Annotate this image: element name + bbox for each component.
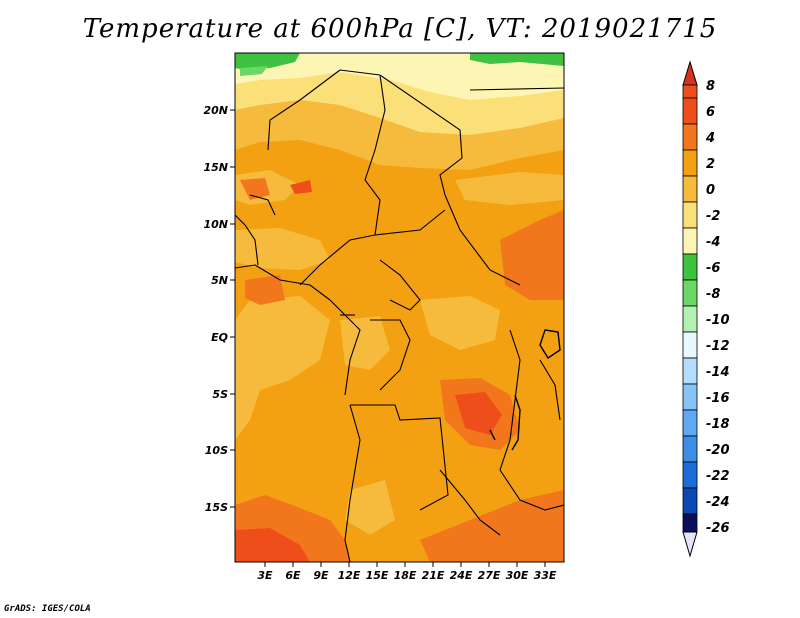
- lakes: [489, 329, 561, 451]
- colorbar-label: 0: [706, 183, 715, 198]
- colorbar-label: -8: [706, 287, 720, 302]
- colorbar-label: -26: [706, 521, 730, 536]
- field-band-neg8-to-neg6: [240, 66, 268, 76]
- colorbar-label: -16: [706, 391, 730, 406]
- field-blotch-0-to-2-d: [420, 296, 500, 350]
- field-band-4-to-6-west: [240, 178, 270, 200]
- lat-label: 10S: [205, 444, 228, 457]
- lon-label: 27E: [478, 569, 501, 582]
- colorbar-swatch: [682, 357, 698, 385]
- field-band-6-to-8-sw: [235, 528, 310, 562]
- field-band-4-to-6-ne: [500, 210, 564, 300]
- lon-label: 33E: [534, 569, 557, 582]
- colorbar-label: 6: [706, 105, 715, 120]
- colorbar-label: -18: [706, 417, 730, 432]
- colorbar: 8 6 4 2 0 -2 -4 -6 -8 -10 -12 -14 -16 -1…: [682, 60, 730, 558]
- colorbar-swatch: [682, 305, 698, 333]
- colorbar-swatch: [682, 461, 698, 489]
- colorbar-swatch: [682, 331, 698, 359]
- country-boundaries: [235, 69, 564, 562]
- colorbar-swatch: [682, 409, 698, 437]
- colorbar-swatch: [682, 253, 698, 281]
- field-band-6-to-8-east: [455, 392, 502, 435]
- colorbar-label: -4: [706, 235, 720, 250]
- lat-label: 20N: [203, 104, 228, 117]
- temperature-field: [235, 53, 564, 562]
- colorbar-swatch: [682, 487, 698, 515]
- colorbar-swatch: [682, 201, 698, 229]
- colorbar-swatch: [682, 175, 698, 203]
- lat-axis: 20N 15N 10N 5N EQ 5S 10S 15S: [203, 104, 235, 514]
- lon-label: 12E: [338, 569, 361, 582]
- colorbar-swatch: [682, 123, 698, 151]
- colorbar-label: -22: [706, 469, 730, 484]
- colorbar-label: 4: [705, 131, 715, 146]
- colorbar-label: 8: [706, 79, 715, 94]
- field-blotch-0-to-2-c: [340, 316, 390, 370]
- colorbar-swatch: [682, 279, 698, 307]
- field-blotch-0-to-2-g: [345, 480, 395, 535]
- colorbar-swatch: [682, 84, 698, 99]
- lon-axis: 3E 6E 9E 12E 15E 18E 21E 24E 27E 30E 33E: [257, 562, 557, 582]
- field-band-6-to-8-west: [290, 180, 312, 194]
- colorbar-label: -6: [706, 261, 720, 276]
- lat-label: 5S: [212, 388, 228, 401]
- field-band-neg4-to-neg2: [235, 53, 564, 100]
- lon-label: 3E: [257, 569, 273, 582]
- field-band-4-to-6-gulf: [245, 275, 285, 305]
- lon-label: 18E: [394, 569, 417, 582]
- field-band-neg6-to-neg4-west: [235, 53, 300, 70]
- colorbar-bottom-arrow: [682, 531, 698, 558]
- colorbar-swatch: [682, 383, 698, 411]
- lat-label: 15N: [203, 161, 228, 174]
- colorbar-label: -14: [706, 365, 730, 380]
- map-frame: [234, 52, 565, 563]
- lon-label: 21E: [422, 569, 445, 582]
- chart-title: Temperature at 600hPa [C], VT: 201902171…: [82, 14, 718, 44]
- lon-label: 15E: [366, 569, 389, 582]
- colorbar-swatch: [682, 227, 698, 255]
- lat-label: 15S: [205, 501, 228, 514]
- colorbar-swatch: [682, 435, 698, 463]
- lon-label: 24E: [450, 569, 473, 582]
- field-band-4-to-6-se: [420, 490, 564, 562]
- lon-label: 9E: [313, 569, 329, 582]
- colorbar-top-arrow: [682, 60, 698, 86]
- field-blotch-0-to-2-e: [455, 172, 564, 205]
- colorbar-label: 2: [706, 157, 715, 172]
- lon-label: 6E: [285, 569, 301, 582]
- field-band-neg6-to-neg4-east: [470, 53, 564, 66]
- lon-label: 30E: [506, 569, 529, 582]
- colorbar-swatch: [682, 513, 698, 533]
- colorbar-swatch: [682, 97, 698, 125]
- colorbar-label: -20: [706, 443, 730, 458]
- colorbar-label: -12: [706, 339, 730, 354]
- lat-label: 5N: [211, 274, 228, 287]
- credit-text: GrADS: IGES/COLA: [4, 604, 91, 614]
- lat-label: 10N: [203, 218, 228, 231]
- colorbar-swatch: [682, 149, 698, 177]
- colorbar-label: -10: [706, 313, 730, 328]
- colorbar-label: -2: [706, 209, 720, 224]
- field-blotch-0-to-2-a: [235, 228, 330, 270]
- field-blotch-0-to-2-b: [235, 296, 330, 440]
- lat-label: EQ: [211, 331, 228, 344]
- colorbar-label: -24: [706, 495, 730, 510]
